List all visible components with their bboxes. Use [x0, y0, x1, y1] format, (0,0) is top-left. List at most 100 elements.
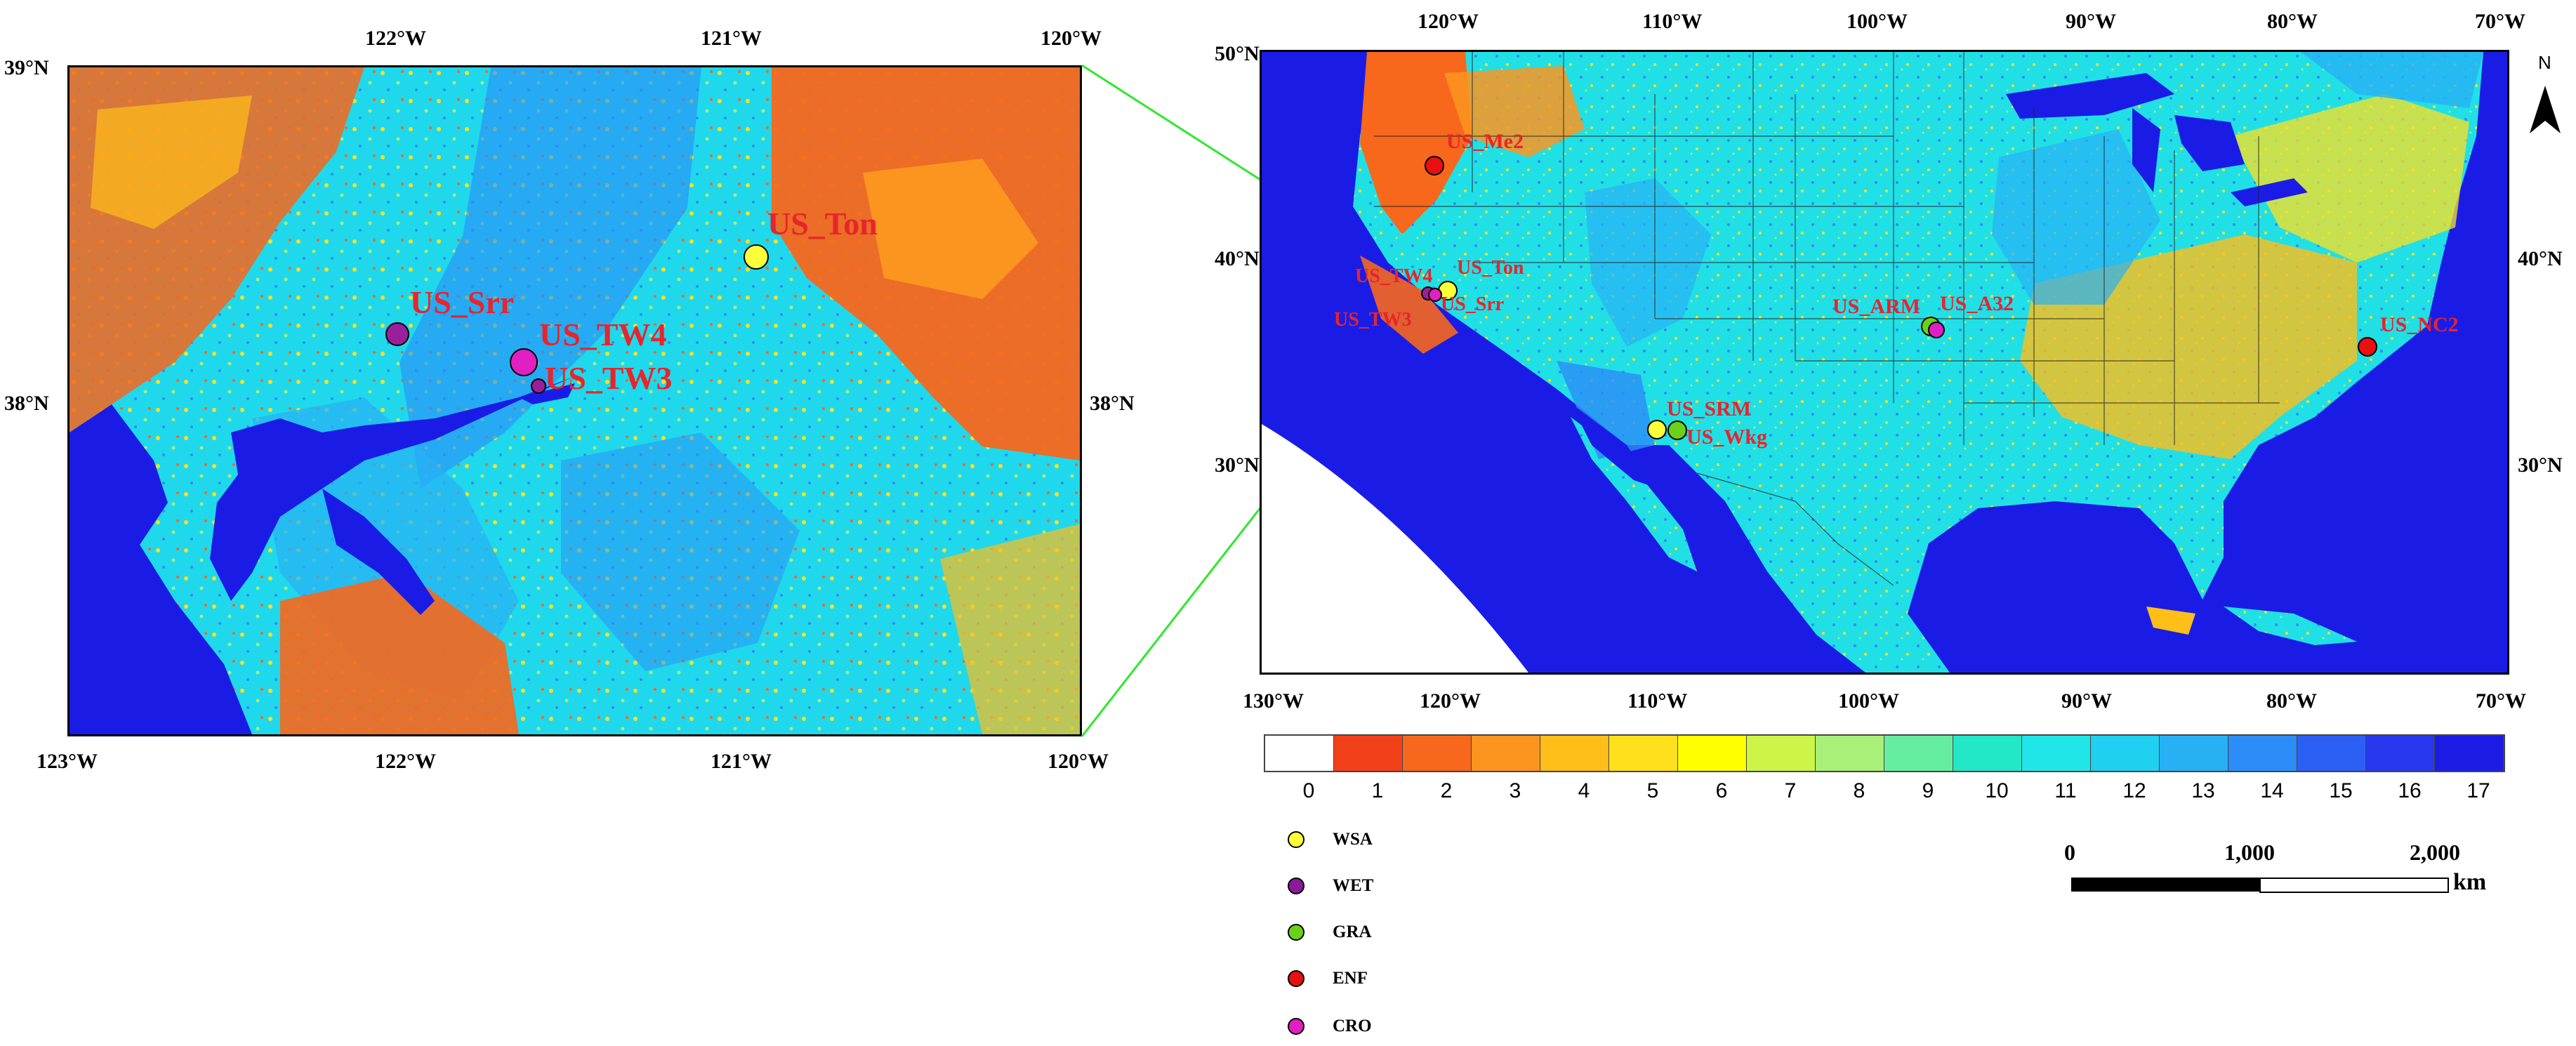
- site-label-us-arm: US_ARM: [1832, 295, 1920, 318]
- legend-item-wsa: WSA: [1288, 826, 1373, 854]
- legend-label-gra: GRA: [1333, 922, 1372, 941]
- colorbar-cell-13: [2160, 736, 2228, 771]
- legend-label-wet: WET: [1333, 876, 1374, 895]
- colorbar-cell-16: [2366, 736, 2435, 771]
- land-cover-colorbar: [1264, 734, 2505, 772]
- site-label-us-tw3-r: US_TW3: [1334, 309, 1412, 331]
- right-bottom-tick-6: 80°W: [2266, 689, 2317, 713]
- right-bottom-tick-2: 120°W: [1420, 689, 1481, 713]
- colorbar-cell-7: [1747, 736, 1816, 771]
- site-marker-us-tw4[interactable]: [510, 348, 538, 376]
- right-bottom-tick-5: 90°W: [2061, 689, 2112, 713]
- colorbar-label-8: 8: [1853, 779, 1865, 802]
- legend-item-enf: ENF: [1288, 965, 1368, 993]
- colorbar-cell-9: [1884, 736, 1953, 771]
- site-marker-us-tw3[interactable]: [531, 378, 546, 394]
- right-bottom-tick-7: 70°W: [2476, 689, 2526, 713]
- site-label-us-tw4: US_TW4: [539, 317, 667, 352]
- site-label-us-tw3: US_TW3: [545, 360, 673, 396]
- left-bottom-tick-3: 121°W: [711, 750, 772, 773]
- colorbar-label-7: 7: [1784, 779, 1797, 802]
- site-label-us-a32: US_A32: [1940, 292, 2014, 315]
- right-lat-tick-3: 30°N: [1215, 454, 1260, 477]
- site-label-us-tw4-r: US_TW4: [1355, 265, 1433, 287]
- legend-label-cro: CRO: [1333, 1017, 1372, 1035]
- colorbar-cell-11: [2022, 736, 2091, 771]
- right-bottom-tick-1: 130°W: [1243, 689, 1304, 713]
- colorbar-cell-4: [1540, 736, 1609, 771]
- left-map-inset: [67, 65, 1082, 736]
- site-label-us-srr-r: US_Srr: [1441, 293, 1505, 315]
- site-label-us-ton-r: US_Ton: [1457, 257, 1524, 279]
- colorbar-label-13: 13: [2191, 779, 2215, 802]
- site-label-us-nc2: US_NC2: [2380, 313, 2459, 336]
- site-marker-us-ton[interactable]: [744, 244, 769, 270]
- right-top-tick-2: 110°W: [1642, 10, 1703, 33]
- north-arrow-icon: [2530, 86, 2561, 133]
- colorbar-cell-14: [2228, 736, 2297, 771]
- colorbar-cell-3: [1472, 736, 1540, 771]
- right-lat-tick-right-1: 40°N: [2518, 247, 2563, 270]
- legend-dot-wet: [1288, 878, 1304, 894]
- colorbar-label-17: 17: [2466, 779, 2490, 802]
- site-label-us-wkg: US_Wkg: [1686, 425, 1768, 449]
- colorbar-label-5: 5: [1646, 779, 1659, 802]
- colorbar-label-4: 4: [1578, 779, 1590, 802]
- left-bottom-tick-2: 122°W: [375, 750, 436, 773]
- right-lat-tick-2: 40°N: [1215, 247, 1260, 270]
- left-lat-tick-2: 38°N: [4, 392, 49, 415]
- left-top-tick-2: 121°W: [701, 27, 762, 50]
- legend-dot-gra: [1288, 924, 1304, 941]
- right-top-tick-3: 100°W: [1847, 10, 1908, 33]
- left-lat-tick-1: 39°N: [4, 56, 49, 79]
- legend-item-gra: GRA: [1288, 918, 1372, 946]
- left-lat-tick-right-1: 38°N: [1090, 392, 1135, 415]
- colorbar-label-3: 3: [1509, 779, 1521, 802]
- colorbar-label-2: 2: [1440, 779, 1453, 802]
- colorbar-cell-8: [1816, 736, 1884, 771]
- legend-dot-cro: [1288, 1018, 1304, 1035]
- scale-tick-2000: 2,000: [2410, 840, 2460, 865]
- site-marker-us-srr[interactable]: [385, 322, 409, 346]
- colorbar-cell-0: [1265, 736, 1334, 771]
- scale-bar-white-segment: [2259, 878, 2449, 893]
- left-bottom-tick-1: 123°W: [37, 750, 98, 773]
- left-bottom-tick-4: 120°W: [1048, 750, 1109, 773]
- colorbar-cell-10: [1953, 736, 2022, 771]
- colorbar-cell-17: [2435, 736, 2504, 771]
- scale-bar-black-segment: [2071, 878, 2259, 892]
- colorbar-label-16: 16: [2398, 779, 2422, 802]
- legend-label-enf: ENF: [1333, 969, 1368, 988]
- colorbar-cell-6: [1678, 736, 1747, 771]
- right-bottom-tick-3: 110°W: [1627, 689, 1688, 713]
- right-map-canvas: [1262, 52, 2507, 673]
- colorbar-cell-5: [1609, 736, 1678, 771]
- colorbar-cell-15: [2297, 736, 2366, 771]
- scale-tick-0: 0: [2064, 840, 2075, 865]
- colorbar-label-9: 9: [1922, 779, 1934, 802]
- right-top-tick-4: 90°W: [2066, 10, 2116, 33]
- colorbar-cell-1: [1334, 736, 1403, 771]
- right-bottom-tick-4: 100°W: [1838, 689, 1899, 713]
- legend-item-wet: WET: [1288, 872, 1373, 900]
- right-top-tick-1: 120°W: [1418, 10, 1479, 33]
- scale-unit: km: [2453, 869, 2487, 895]
- site-label-us-srr: US_Srr: [410, 284, 515, 320]
- site-label-us-ton: US_Ton: [767, 206, 878, 241]
- colorbar-label-1: 1: [1371, 779, 1384, 802]
- north-label: N: [2538, 52, 2551, 73]
- legend-dot-wsa: [1288, 831, 1304, 848]
- right-lat-tick-1: 50°N: [1215, 42, 1260, 65]
- colorbar-label-11: 11: [2054, 779, 2077, 802]
- colorbar-label-15: 15: [2329, 779, 2353, 802]
- legend-label-wsa: WSA: [1333, 830, 1373, 849]
- scale-tick-1000: 1,000: [2224, 840, 2275, 865]
- site-label-us-srm: US_SRM: [1667, 397, 1752, 421]
- right-map-conus: [1260, 50, 2509, 675]
- legend-dot-enf: [1288, 970, 1304, 987]
- colorbar-label-10: 10: [1985, 779, 2009, 802]
- colorbar-cell-12: [2091, 736, 2160, 771]
- right-top-tick-6: 70°W: [2475, 10, 2525, 33]
- left-top-tick-1: 122°W: [365, 27, 426, 50]
- colorbar-label-14: 14: [2260, 779, 2284, 802]
